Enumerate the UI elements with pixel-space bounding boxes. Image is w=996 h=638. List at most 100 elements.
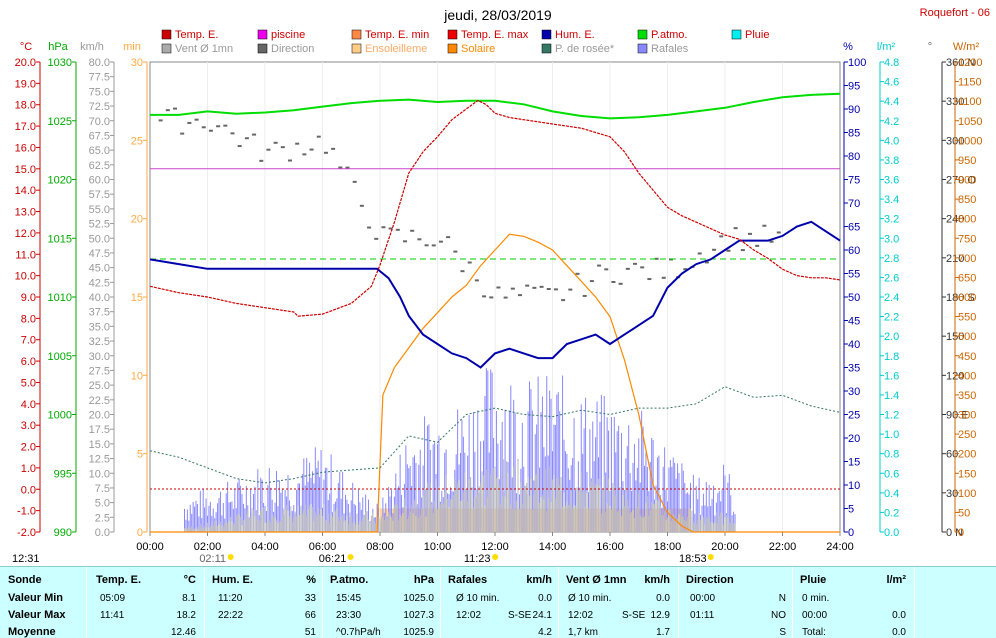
table-cell: 11:41 <box>100 610 125 621</box>
axis-tick-label: 35.0 <box>89 321 110 333</box>
sun-icon <box>347 554 354 560</box>
axis-tick-label: 37.5 <box>89 307 110 319</box>
legend-label: Rafales <box>651 43 689 55</box>
axis-tick-label: 30.0 <box>89 351 110 363</box>
axis-tick-label: 1.8 <box>884 351 899 363</box>
axis-tick-label: 600 <box>958 292 976 304</box>
table-cell: 24.1 <box>532 610 552 621</box>
axis-tick-label: 100 <box>848 57 866 69</box>
legend-label: Hum. E. <box>555 29 595 41</box>
x-tick-label: 06:00 <box>309 541 337 553</box>
table-divider <box>678 567 679 638</box>
table-cell: S <box>779 627 786 638</box>
legend-label: Temp. E. max <box>461 29 529 41</box>
axis-tick-label: 50.0 <box>89 233 110 245</box>
table-header: Vent Ø 1mn <box>566 574 627 586</box>
axis-tick-label: 1.0 <box>21 463 36 475</box>
axis-tick-label: 180 S <box>946 292 975 304</box>
table-header: Direction <box>686 574 734 586</box>
axis-tick-label: 0.4 <box>884 488 899 500</box>
table-cell: 01:11 <box>690 610 715 621</box>
axis-tick-label: 5 <box>137 449 143 461</box>
table-divider <box>558 567 559 638</box>
axis-tick-label: 70.0 <box>89 116 110 128</box>
table-header: Rafales <box>448 574 488 586</box>
table-cell: 23:30 <box>336 610 362 621</box>
axis-tick-label: 1.2 <box>884 410 899 422</box>
axis-tick-label: 10.0 <box>89 468 110 480</box>
axis-tick-label: 9.0 <box>21 292 36 304</box>
axis-tick-label: 0.0 <box>884 527 899 539</box>
x-tick-label: 10:00 <box>424 541 452 553</box>
axis-tick-label: 300 <box>958 410 976 422</box>
legend-label: P. de rosée* <box>555 43 615 55</box>
axis-tick-label: 60.0 <box>89 175 110 187</box>
axis-tick-label: 15.0 <box>15 164 36 176</box>
legend-swatch <box>541 29 552 40</box>
table-cell: 1,7 km <box>568 627 599 638</box>
series-line <box>150 92 841 120</box>
table-cell: 00:00 <box>802 610 828 621</box>
axis-tick-label: 55.0 <box>89 204 110 216</box>
table-divider <box>792 567 793 638</box>
axis-tick-label: 25.0 <box>89 380 110 392</box>
table-divider <box>914 567 915 638</box>
axis-tick-label: 4.4 <box>884 96 899 108</box>
axis-tick-label: 75.0 <box>89 86 110 98</box>
table-cell: 0.0 <box>656 593 670 604</box>
sun-icon <box>227 554 234 560</box>
x-tick-label: 14:00 <box>539 541 567 553</box>
axis-tick-label: 75 <box>848 175 860 187</box>
x-tick-label: 02:00 <box>194 541 222 553</box>
legend-label: P.atmo. <box>651 29 688 41</box>
axis-tick-label: 500 <box>958 331 976 343</box>
axis-tick-label: 57.5 <box>89 189 110 201</box>
x-tick-label: 22:00 <box>769 541 797 553</box>
axis-tick-label: 45.0 <box>89 263 110 275</box>
axis-tick-label: 0 <box>137 527 143 539</box>
x-tick-label: 12:00 <box>481 541 509 553</box>
table-divider <box>86 567 87 638</box>
chart-title: jeudi, 28/03/2019 <box>443 7 552 23</box>
axis-tick-label: 1010 <box>48 292 72 304</box>
axis-tick-label: 10.0 <box>15 271 36 283</box>
axis-tick-label: 250 <box>958 429 976 441</box>
table-cell: N <box>778 593 786 604</box>
table-cell: 0.0 <box>538 593 552 604</box>
axis-tick-label: 990 <box>54 527 72 539</box>
axis-tick-label: 8.0 <box>21 313 36 325</box>
axis-tick-label: 55 <box>848 269 860 281</box>
axis-tick-label: 40 <box>848 339 860 351</box>
legend-label: Direction <box>271 43 314 55</box>
axis-tick-label: 450 <box>958 351 976 363</box>
axis-tick-label: 10 <box>131 370 143 382</box>
axis-tick-label: 900 <box>958 175 976 187</box>
axis-tick-label: 15 <box>848 457 860 469</box>
axis-tick-label: 17.5 <box>89 424 110 436</box>
table-cell: 0 min. <box>802 593 830 604</box>
axis-tick-label: 12.5 <box>89 454 110 466</box>
table-header-unit: l/m² <box>886 574 906 586</box>
axis-tick-label: 4.8 <box>884 57 899 69</box>
legend-swatch <box>257 29 268 40</box>
axis-tick-label: 17.0 <box>15 121 36 133</box>
x-tick-label: 04:00 <box>251 541 279 553</box>
axis-tick-label: 20.0 <box>15 57 36 69</box>
sun-marker: 02:11 <box>199 553 226 565</box>
axis-tick-label: 100 <box>958 488 976 500</box>
legend-swatch <box>731 29 742 40</box>
table-header: Sonde <box>8 574 42 586</box>
axis-tick-label: 1.4 <box>884 390 899 402</box>
table-header-unit: km/h <box>526 574 552 586</box>
table-cell: 66 <box>304 610 316 621</box>
legend-swatch <box>351 29 362 40</box>
axis-tick-label: 3.4 <box>884 194 899 206</box>
axis-tick-label: 19.0 <box>15 78 36 90</box>
axis-unit: W/m² <box>953 41 980 53</box>
axis-tick-label: 0.8 <box>884 449 899 461</box>
axis-tick-label: 6.0 <box>21 356 36 368</box>
axis-tick-label: 35 <box>848 363 860 375</box>
axis-tick-label: 150 <box>958 468 976 480</box>
table-cell: 1025.0 <box>403 593 434 604</box>
axis-tick-label: 0 <box>848 527 854 539</box>
